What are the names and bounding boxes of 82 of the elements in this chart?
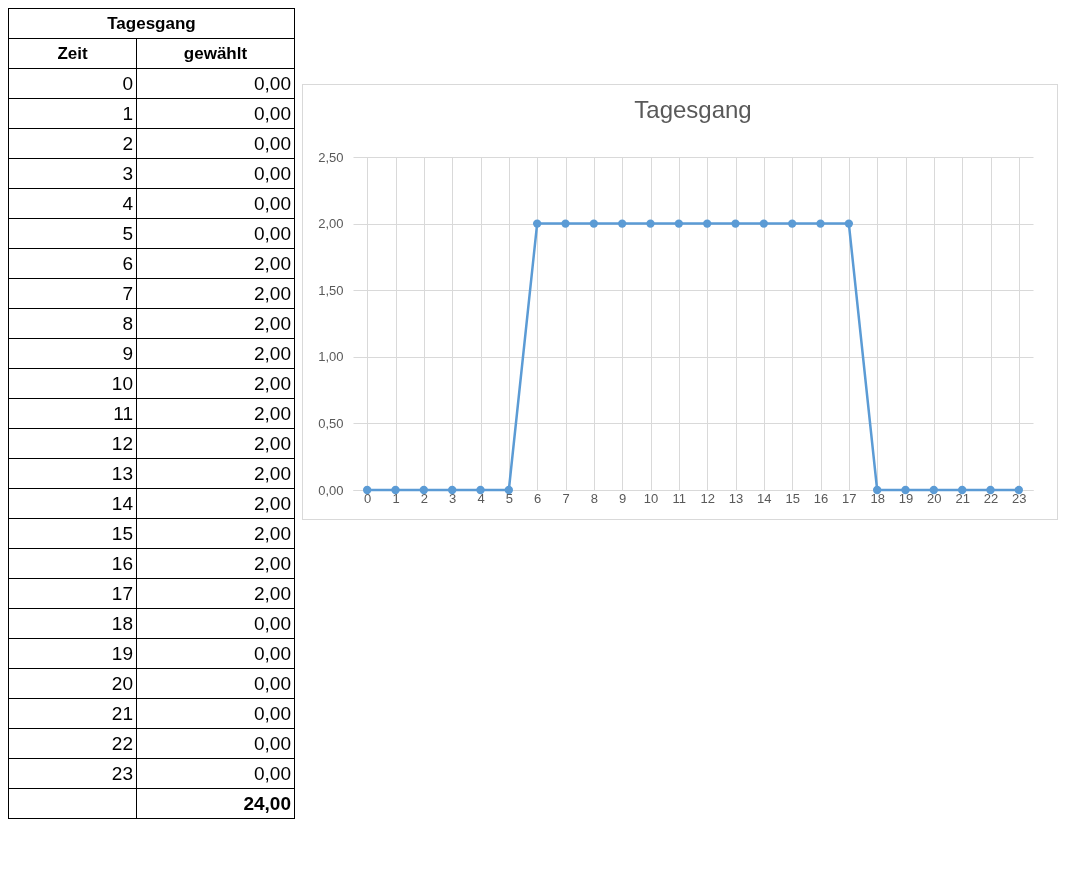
y-tick-label: 1,00 [318,349,344,365]
text: 2,00 [254,402,291,424]
category-label: 22 [111,732,133,754]
category-label: 3 [122,162,133,184]
category-label: 13 [111,462,133,484]
y-tick-label: 2,50 [318,149,344,165]
category-label: 10 [111,372,133,394]
text: 2,00 [254,582,291,604]
x-tick-label: 17 [842,490,857,506]
category-label: 11 [113,402,133,424]
x-tick-label: 14 [757,490,772,506]
text: 2,00 [254,522,291,544]
text: 2,00 [254,252,291,274]
x-tick-label: 12 [700,490,715,506]
y-tick-label: 1,50 [318,282,344,298]
category-label: 2 [122,132,133,154]
text: gewählt [136,38,295,69]
category-label: 21 [111,702,133,724]
category-label: 12 [111,432,133,454]
category-label: 5 [122,222,133,244]
text: 2,00 [254,312,291,334]
x-tick-label: 2 [420,490,428,506]
x-tick-label: 0 [364,490,372,506]
text: 0,00 [254,102,291,124]
x-tick-label: 10 [643,490,659,506]
text: 0,00 [254,732,291,754]
category-label: 19 [111,642,133,664]
category-label: 23 [111,762,133,784]
category-label: 15 [111,522,133,544]
category-label: 6 [122,252,133,274]
x-tick-label: 4 [477,490,485,506]
x-tick-label: 22 [983,490,999,506]
category-label: 9 [122,342,133,364]
x-tick-label: 21 [955,490,970,506]
x-tick-label: 5 [505,490,513,506]
x-tick-label: 20 [927,490,942,506]
y-tick-label: 2,00 [318,216,344,232]
x-tick-label: 3 [449,490,457,506]
x-tick-label: 16 [813,490,829,506]
text: 2,00 [254,552,291,574]
x-tick-label: 7 [562,490,570,506]
category-label: 18 [111,612,133,634]
text: 2,00 [254,282,291,304]
text: 2,00 [254,372,291,394]
category-label: 1 [122,102,133,124]
category-label: 20 [111,672,133,694]
category-label: 0 [122,72,133,94]
category-label: 17 [111,582,133,604]
x-tick-label: 6 [534,490,542,506]
x-tick-label: 8 [590,490,598,506]
x-tick-label: 11 [672,490,687,506]
text: 2,00 [254,492,291,514]
text: 0,00 [254,132,291,154]
chart-title: Tagesgang [634,96,752,123]
category-label: 8 [122,312,133,334]
text: 0,00 [254,222,291,244]
text: Tagesgang [8,8,295,39]
text: Zeit [8,38,137,69]
text: 24,00 [136,788,295,819]
x-tick-label: 23 [1012,490,1027,506]
category-label: 16 [111,552,133,574]
text: 0,00 [254,762,291,784]
x-tick-label: 13 [728,490,744,506]
text: 0,00 [254,702,291,724]
text: 0,00 [254,72,291,94]
y-tick-label: 0,00 [318,482,344,498]
x-tick-label: 9 [619,490,627,506]
y-tick-label: 0,50 [318,415,344,431]
text: 2,00 [254,342,291,364]
text: 2,00 [254,462,291,484]
text: 0,00 [254,192,291,214]
text: 0,00 [254,162,291,184]
x-tick-label: 18 [870,490,885,506]
text: 2,00 [254,432,291,454]
category-label: 4 [122,192,133,214]
category-label: 7 [122,282,133,304]
text: 0,00 [254,672,291,694]
text: 0,00 [254,612,291,634]
x-tick-label: 19 [898,490,914,506]
text: 0,00 [254,642,291,664]
x-tick-label: 1 [392,490,400,506]
x-tick-label: 15 [785,490,800,506]
